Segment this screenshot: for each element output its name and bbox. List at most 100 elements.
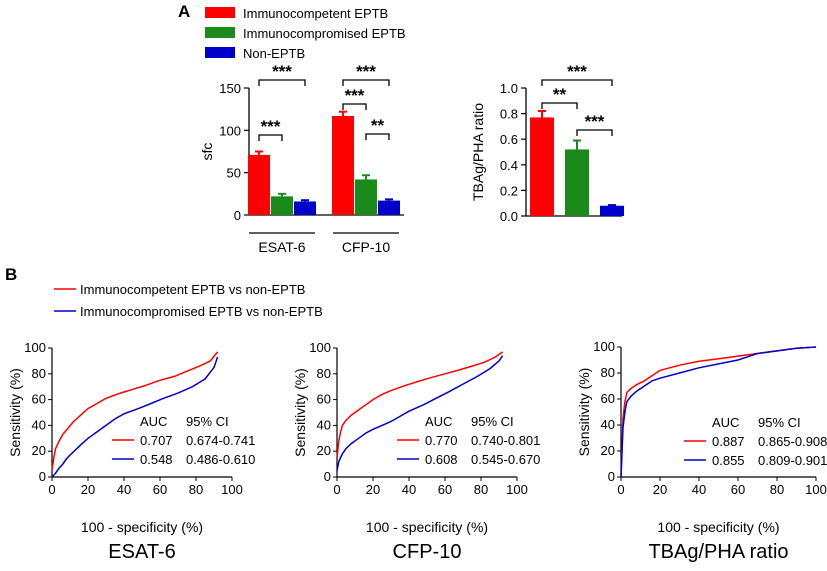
auc-value: 0.770: [425, 433, 458, 448]
x-tick-label: 60: [731, 482, 745, 497]
ci-value: 0.545-0.670: [471, 452, 540, 467]
y-tick-label: 40: [32, 417, 46, 432]
roc-curve: [51, 356, 219, 478]
y-axis-label: Sensitivity (%): [7, 368, 23, 457]
legend-label: Immunocompetent EPTB vs non-EPTB: [80, 282, 305, 297]
significance-label: ***: [272, 62, 292, 81]
y-tick-label: 0: [324, 469, 331, 484]
x-tick-label: 0: [48, 482, 55, 497]
significance-bracket: [342, 79, 390, 86]
auc-header: AUC: [425, 414, 452, 429]
ci-header: 95% CI: [758, 415, 801, 430]
bar: [565, 149, 589, 216]
x-tick-label: 0: [333, 482, 340, 497]
plot-title: CFP-10: [393, 541, 462, 563]
auc-header: AUC: [712, 415, 739, 430]
x-tick-label: 20: [653, 482, 667, 497]
y-tick-label: 1.0: [500, 81, 518, 96]
y-tick-label: 40: [317, 417, 331, 432]
x-tick-label: 40: [117, 482, 131, 497]
auc-header: AUC: [140, 414, 167, 429]
y-tick-label: 0.6: [500, 132, 518, 147]
y-tick-label: 100: [24, 340, 46, 355]
y-tick-label: 0: [608, 469, 615, 484]
x-tick-label: 80: [189, 482, 203, 497]
x-tick-label: 80: [474, 482, 488, 497]
category-label: ESAT-6: [258, 239, 305, 255]
ci-value: 0.674-0.741: [186, 433, 255, 448]
x-tick-label: 100: [805, 482, 827, 497]
x-axis-label: 100 - specificity (%): [657, 519, 779, 535]
significance-bracket: [365, 133, 390, 140]
x-tick-label: 0: [617, 482, 624, 497]
bar: [271, 196, 293, 215]
x-tick-label: 20: [366, 482, 380, 497]
roc-curve: [336, 355, 504, 471]
auc-value: 0.887: [712, 434, 745, 449]
legend-label: Non-EPTB: [243, 46, 305, 61]
significance-bracket: [258, 79, 306, 86]
x-tick-label: 80: [770, 482, 784, 497]
y-tick-label: 100: [593, 339, 615, 354]
bar: [600, 205, 624, 216]
y-tick-label: 80: [32, 366, 46, 381]
panel-a-legend: Immunocompetent EPTB Immunocompromised EP…: [205, 6, 406, 61]
significance-bracket: [541, 102, 578, 109]
ci-header: 95% CI: [471, 414, 514, 429]
legend-swatch: [205, 47, 235, 58]
x-axis-label: 100 - specificity (%): [366, 519, 488, 535]
legend-swatch: [205, 27, 235, 38]
y-tick-label: 80: [317, 366, 331, 381]
y-tick-label: 80: [601, 365, 615, 380]
significance-label: **: [553, 85, 567, 104]
auc-value: 0.855: [712, 453, 745, 468]
legend-label: Immunocompetent EPTB: [243, 6, 388, 21]
roc-curve: [620, 346, 817, 478]
y-tick-label: 20: [601, 443, 615, 458]
x-tick-label: 100: [221, 482, 243, 497]
plot-title: ESAT-6: [108, 541, 175, 563]
category-label: CFP-10: [342, 239, 390, 255]
x-tick-label: 100: [506, 482, 528, 497]
significance-label: **: [371, 116, 385, 135]
y-tick-label: 0.4: [500, 158, 518, 173]
y-axis-label: Sensitivity (%): [292, 368, 308, 457]
significance-bracket: [576, 129, 613, 136]
significance-bracket: [342, 103, 367, 110]
y-axis-label: TBAg/PHA ratio: [470, 103, 486, 201]
x-axis-label: 100 - specificity (%): [81, 519, 203, 535]
y-tick-label: 50: [227, 166, 241, 181]
auc-value: 0.548: [140, 452, 173, 467]
significance-label: ***: [585, 112, 605, 131]
significance-bracket: [541, 79, 613, 86]
y-tick-label: 20: [317, 443, 331, 458]
y-tick-label: 0: [39, 469, 46, 484]
bar: [378, 200, 400, 215]
y-axis-label: sfc: [199, 143, 215, 161]
legend-label: Immunocompromised EPTB vs non-EPTB: [80, 304, 323, 319]
y-axis-label: Sensitivity (%): [576, 368, 592, 457]
ci-value: 0.865-0.908: [758, 434, 827, 449]
roc-curve: [51, 351, 219, 471]
auc-value: 0.608: [425, 452, 458, 467]
bar: [332, 115, 354, 215]
ci-header: 95% CI: [186, 414, 229, 429]
y-tick-label: 0: [234, 208, 241, 223]
panel-b-legend: Immunocompetent EPTB vs non-EPTB Immunoco…: [54, 282, 323, 319]
y-tick-label: 60: [32, 392, 46, 407]
panel-a-label: A: [178, 2, 190, 21]
significance-label: ***: [345, 86, 365, 105]
x-tick-label: 40: [692, 482, 706, 497]
x-tick-label: 40: [402, 482, 416, 497]
ci-value: 0.740-0.801: [471, 433, 540, 448]
y-tick-label: 60: [317, 392, 331, 407]
y-tick-label: 100: [309, 340, 331, 355]
x-tick-label: 60: [153, 482, 167, 497]
bar: [530, 117, 554, 216]
ci-value: 0.486-0.610: [186, 452, 255, 467]
